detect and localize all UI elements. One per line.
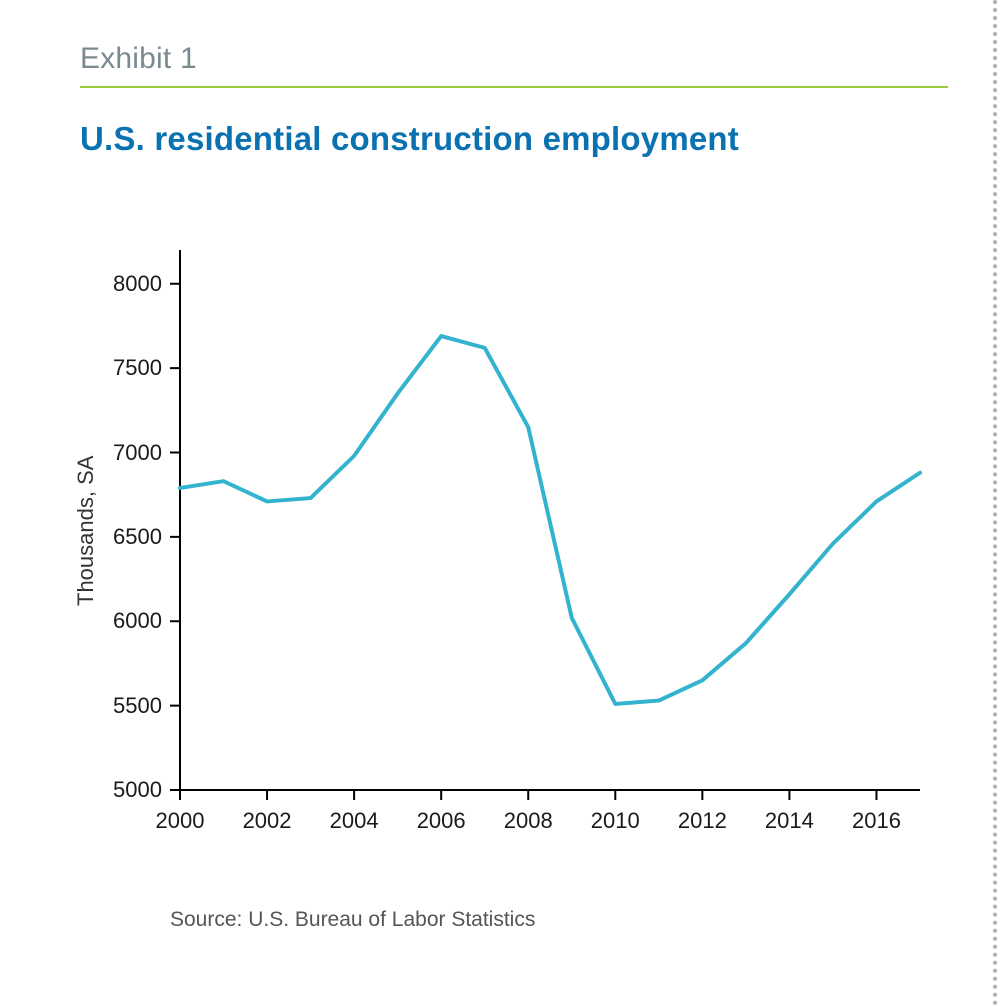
accent-underline — [80, 86, 948, 88]
y-tick-label: 7500 — [92, 355, 162, 381]
source-note: Source: U.S. Bureau of Labor Statistics — [170, 908, 535, 932]
y-tick-label: 7000 — [92, 440, 162, 466]
x-tick-label: 2014 — [765, 808, 814, 834]
x-tick-label: 2010 — [591, 808, 640, 834]
y-tick-label: 5000 — [92, 777, 162, 803]
y-tick-label: 5500 — [92, 693, 162, 719]
exhibit-label: Exhibit 1 — [80, 42, 197, 76]
y-tick-label: 6500 — [92, 524, 162, 550]
exhibit-page: Exhibit 1 U.S. residential construction … — [0, 0, 1000, 1006]
x-tick-label: 2000 — [156, 808, 205, 834]
right-dotted-rule — [993, 0, 997, 1006]
x-tick-label: 2012 — [678, 808, 727, 834]
x-tick-label: 2006 — [417, 808, 466, 834]
y-tick-label: 8000 — [92, 271, 162, 297]
x-tick-label: 2004 — [330, 808, 379, 834]
line-chart: Thousands, SA 50005500600065007000750080… — [65, 220, 945, 860]
x-tick-label: 2002 — [243, 808, 292, 834]
x-tick-label: 2016 — [852, 808, 901, 834]
y-tick-label: 6000 — [92, 608, 162, 634]
chart-title: U.S. residential construction employment — [80, 120, 739, 158]
chart-svg — [65, 220, 945, 860]
x-tick-label: 2008 — [504, 808, 553, 834]
